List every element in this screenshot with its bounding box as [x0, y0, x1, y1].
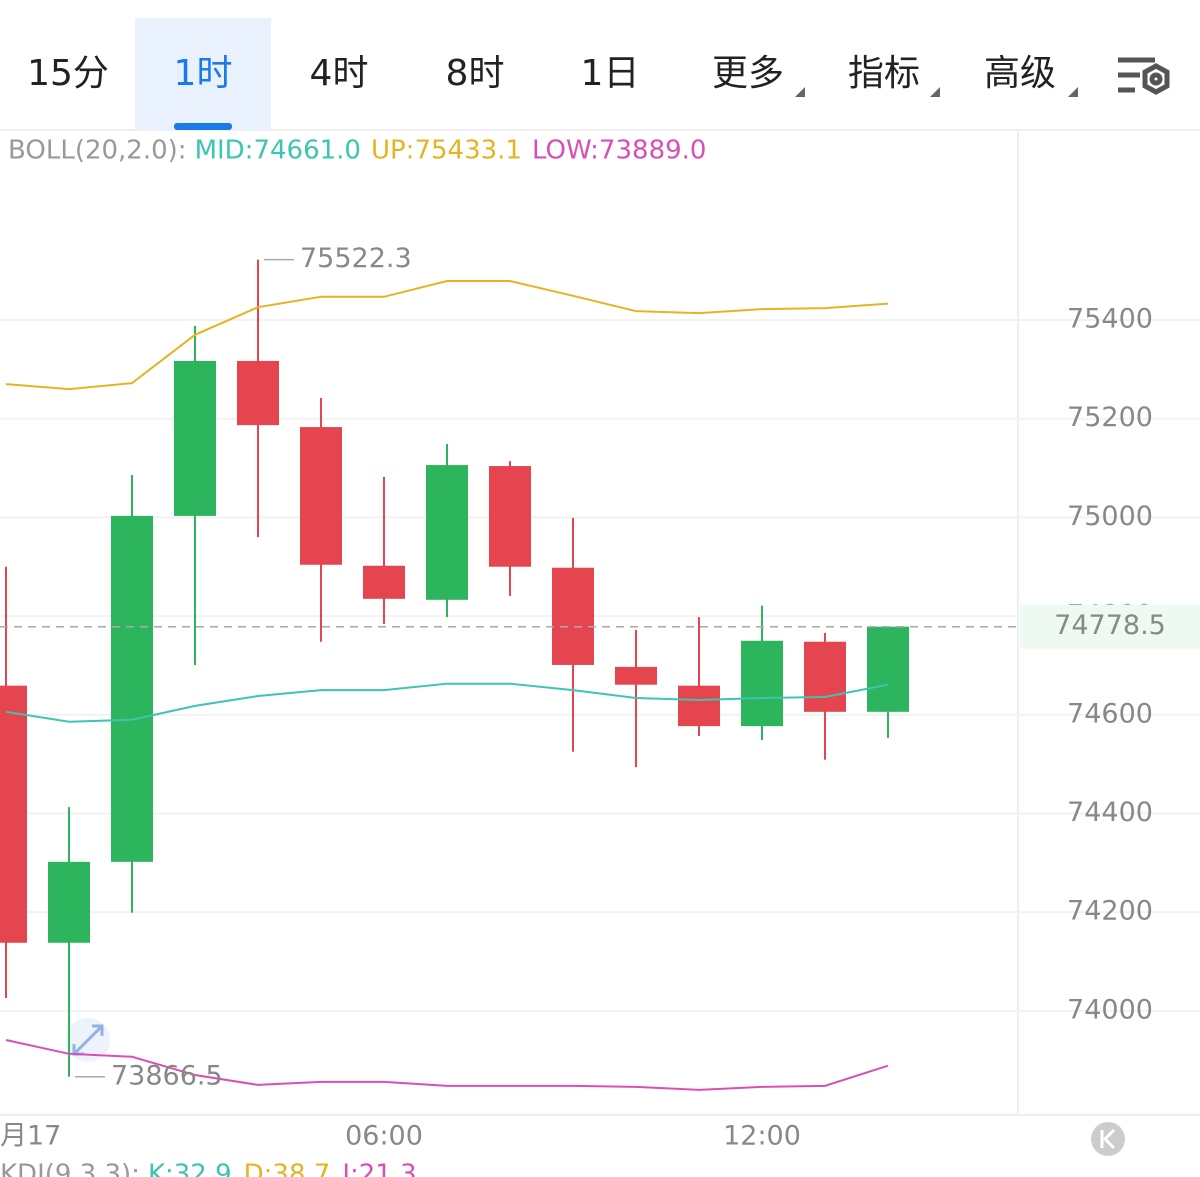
y-tick-label: 74400 [1067, 797, 1153, 828]
candle-body [111, 515, 153, 862]
tab[interactable]: 15分 [27, 53, 109, 94]
scroll-latest-icon[interactable] [1091, 1122, 1125, 1156]
candle-body [48, 861, 90, 943]
tab[interactable]: 4时 [310, 53, 369, 94]
tab[interactable]: 更多 [712, 53, 784, 94]
y-tick-label: 74600 [1067, 698, 1153, 729]
x-tick-label: 06:00 [345, 1121, 423, 1152]
indicator-label: BOLL(20,2.0): [8, 136, 187, 166]
y-tick-label: 74000 [1067, 994, 1153, 1025]
candle-body [0, 685, 27, 943]
last-price-tag [1020, 604, 1200, 649]
sub-indicator-legend: D:38.7 [244, 1160, 331, 1177]
candle-body [741, 640, 783, 727]
candle-body [678, 685, 720, 727]
sub-indicator-legend: K:32.9 [148, 1160, 232, 1177]
candle-body [237, 360, 279, 426]
last-price-label: 74778.5 [1054, 610, 1166, 641]
dropdown-marks [795, 87, 1078, 97]
tab[interactable]: 1时 [174, 53, 233, 94]
indicator-legend: UP:75433.1 [371, 136, 522, 166]
tab[interactable]: 8时 [446, 53, 505, 94]
indicator-line [5, 280, 889, 391]
y-tick-label: 74200 [1067, 896, 1153, 927]
candle-body [615, 666, 657, 685]
x-tick-label: 月17 [0, 1121, 61, 1152]
candle-body [300, 427, 342, 565]
tab-underline [174, 123, 232, 130]
indicator-legend: MID:74661.0 [195, 136, 361, 166]
sub-indicator-legend: J:21.3 [340, 1160, 416, 1177]
extreme-label: 73866.5 [111, 1060, 223, 1091]
y-tick-label: 75200 [1067, 402, 1153, 433]
tab[interactable]: 指标 [848, 53, 920, 94]
indicator-line [5, 682, 889, 723]
indicator-legend: LOW:73889.0 [532, 136, 706, 166]
candle-body [174, 360, 216, 516]
candle-body [489, 466, 531, 567]
extreme-label: 75522.3 [300, 243, 412, 274]
candle-body [426, 465, 468, 600]
candle-body [552, 567, 594, 665]
y-tick-label: 75000 [1067, 501, 1153, 532]
candle-body [804, 641, 846, 712]
tab[interactable]: 高级 [984, 53, 1056, 94]
tab-active-bg [135, 18, 271, 130]
tab[interactable]: 1日 [581, 53, 640, 94]
y-tick-label: 75400 [1067, 303, 1153, 334]
expand-icon[interactable] [66, 1018, 110, 1062]
x-tick-label: 12:00 [723, 1121, 801, 1152]
sub-indicator-label: KDJ(9,3,3): [0, 1160, 140, 1177]
candle-body [363, 565, 405, 599]
indicator-line [5, 1039, 889, 1091]
candle-body [867, 626, 909, 712]
settings-icon[interactable] [1118, 57, 1170, 95]
